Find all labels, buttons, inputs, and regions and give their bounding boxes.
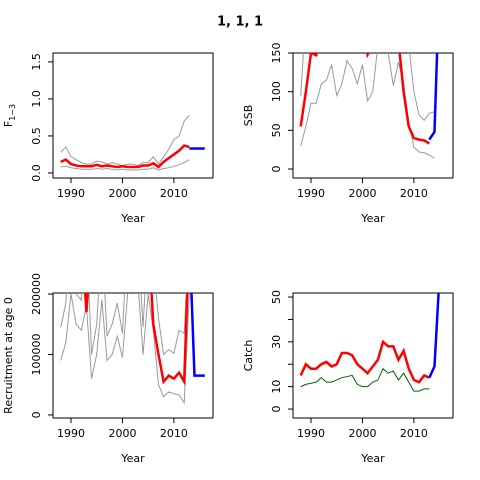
- x-tick-label: 2000: [108, 187, 136, 200]
- x-tick-label: 1990: [57, 427, 85, 440]
- x-tick-label: 2010: [400, 427, 428, 440]
- y-axis-label: F1−3: [2, 104, 17, 127]
- x-axis-label: Year: [360, 452, 385, 465]
- plot-box: [292, 292, 454, 419]
- figure-title: 1, 1, 1: [217, 15, 263, 30]
- y-tick-label: 50: [270, 123, 283, 137]
- y-tick-label: 0: [270, 406, 283, 413]
- y-tick-label: 200000: [30, 273, 43, 315]
- y-tick-label: 0: [270, 166, 283, 173]
- x-axis-label: Year: [120, 452, 145, 465]
- x-tick-label: 2000: [348, 187, 376, 200]
- x-axis-label: Year: [120, 212, 145, 225]
- y-tick-label: 1.5: [30, 53, 43, 71]
- x-tick-label: 1990: [57, 187, 85, 200]
- series-line: [428, 53, 439, 141]
- x-tick-label: 2000: [348, 427, 376, 440]
- y-axis-label-main: Catch: [242, 340, 255, 372]
- y-tick-label: 10: [270, 380, 283, 394]
- y-tick-label: 0.5: [30, 127, 43, 145]
- x-tick-label: 1990: [297, 187, 325, 200]
- series-line: [60, 114, 190, 167]
- y-tick-label: 0.0: [30, 164, 43, 182]
- series-line: [60, 293, 187, 356]
- series-line: [300, 53, 435, 159]
- y-axis-label: Recruitment at age 0: [2, 297, 15, 414]
- plot-box: [52, 292, 214, 419]
- series-line: [300, 367, 430, 392]
- series-line: [428, 293, 440, 379]
- y-tick-label: 30: [270, 335, 283, 349]
- series-line: [60, 159, 190, 171]
- series-line: [300, 53, 435, 122]
- plot-box: [292, 52, 454, 179]
- x-tick-label: 1990: [297, 427, 325, 440]
- x-tick-label: 2010: [400, 187, 428, 200]
- series-line: [60, 293, 190, 405]
- y-tick-label: 150: [270, 43, 283, 64]
- series-line: [60, 144, 190, 169]
- y-tick-label: 1.0: [30, 90, 43, 108]
- series-line: [299, 53, 430, 145]
- y-axis-label-main: SSB: [242, 105, 255, 127]
- y-axis-label: Catch: [242, 340, 255, 372]
- y-tick-label: 50: [270, 290, 283, 304]
- y-tick-label: 100000: [30, 333, 43, 375]
- y-axis-label-main: F: [2, 121, 15, 127]
- y-tick-label: 100: [270, 81, 283, 102]
- x-axis-label: Year: [360, 212, 385, 225]
- x-tick-label: 2010: [160, 187, 188, 200]
- series-line: [299, 339, 430, 384]
- x-tick-label: 2000: [108, 427, 136, 440]
- y-axis-label-main: Recruitment at age 0: [2, 297, 15, 414]
- series-line: [190, 293, 205, 377]
- x-tick-label: 2010: [160, 427, 188, 440]
- y-axis-label: SSB: [242, 105, 255, 127]
- y-tick-label: 0: [30, 411, 43, 418]
- y-axis-label-sub: 1−3: [8, 104, 17, 121]
- series-line: [83, 293, 189, 387]
